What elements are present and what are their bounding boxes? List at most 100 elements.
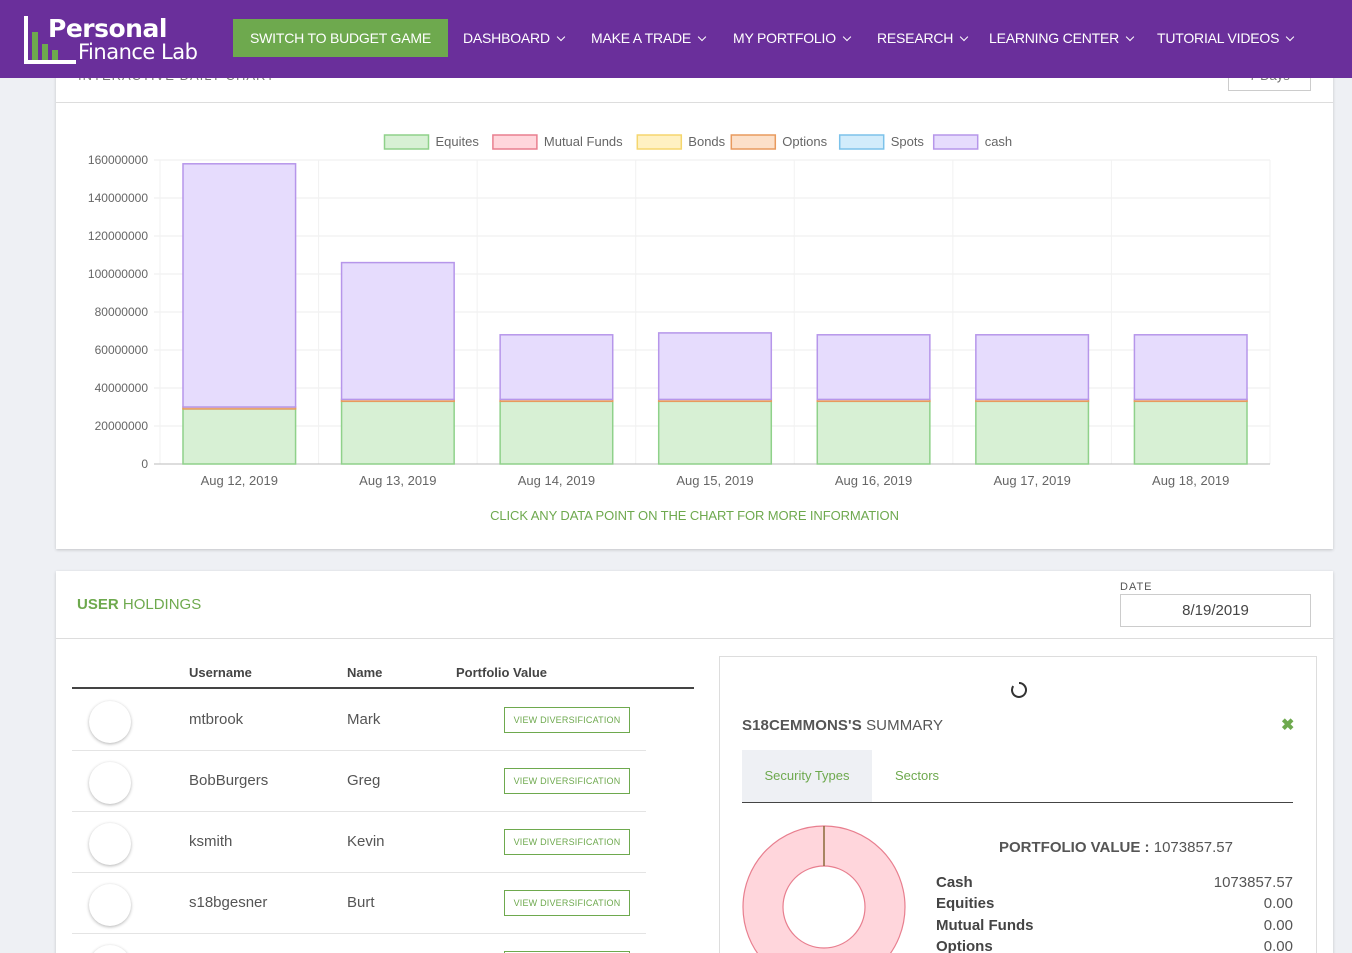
legend-label: Equites [436,134,480,149]
y-tick-label: 40000000 [95,381,149,395]
tab-security-types[interactable]: Security Types [742,750,872,802]
x-tick-label: Aug 13, 2019 [359,473,436,488]
breakdown-label: Cash [936,874,973,891]
y-tick-label: 140000000 [88,191,148,205]
legend-swatch [636,134,683,150]
logo-text-line1: Personal [48,14,167,43]
table-row: BobBurgers Greg VIEW DIVERSIFICATION [72,751,646,812]
breakdown-row: Cash 1073857.57 [936,874,1293,894]
nav-dashboard-label: DASHBOARD [463,30,550,46]
breakdown-row: Equities 0.00 [936,895,1293,915]
bar-cash [657,332,773,401]
name-cell: Mark [347,711,381,728]
donut-inner-edge [782,865,866,949]
avatar [89,701,131,743]
summary-tabs: Security Types Sectors [742,750,1293,803]
nav-tutorial-videos[interactable]: TUTORIAL VIDEOS [1157,19,1295,57]
x-tick-label: Aug 16, 2019 [835,473,912,488]
avatar [89,762,131,804]
avatar [89,823,131,865]
loading-spinner-icon [1011,682,1028,698]
user-holdings-title: USER HOLDINGS [77,596,201,613]
nav-my-portfolio-label: MY PORTFOLIO [733,30,836,46]
nav-research[interactable]: RESEARCH [877,19,969,57]
view-diversification-button[interactable]: VIEW DIVERSIFICATION [504,829,630,855]
chart-hint: CLICK ANY DATA POINT ON THE CHART FOR MO… [490,508,899,523]
x-tick-label: Aug 14, 2019 [518,473,595,488]
breakdown-label: Equities [936,895,995,912]
bar-equites [975,400,1090,465]
portfolio-value: PORTFOLIO VALUE : 1073857.57 [999,839,1233,856]
date-input[interactable] [1120,594,1311,627]
bar-cash [816,334,931,401]
portfolio-value-label: PORTFOLIO VALUE : [999,839,1150,856]
breakdown-label: Options [936,938,993,953]
security-types-donut-chart[interactable] [742,825,906,953]
avatar [89,884,131,926]
view-diversification-button[interactable] [504,951,630,953]
breakdown-value: 1073857.57 [1213,874,1293,891]
nav-tutorial-videos-label: TUTORIAL VIDEOS [1157,30,1280,46]
portfolio-stacked-bar-chart[interactable]: 0 20000000 40000000 60000000 80000000 1000000… [56,120,1333,500]
nav-my-portfolio[interactable]: MY PORTFOLIO [733,19,852,57]
breakdown-row: Options 0.00 [936,938,1293,953]
breakdown-value: 0.00 [1263,938,1293,953]
chevron-down-icon [842,32,852,42]
nav-research-label: RESEARCH [877,30,954,46]
switch-to-budget-game-button[interactable]: SWITCH TO BUDGET GAME [233,19,448,57]
nav-dashboard[interactable]: DASHBOARD [463,19,566,57]
breakdown-value: 0.00 [1263,917,1293,934]
name-cell: Burt [347,894,375,911]
username-cell: mtbrook [189,711,244,728]
date-label: DATE [1120,581,1153,593]
logo-bars-icon [24,16,76,64]
portfolio-value-amount: 1073857.57 [1149,839,1233,856]
bar-cash [340,261,455,401]
column-header-portfolio-value: Portfolio Value [456,665,548,680]
logo-text-line2: Finance Lab [78,40,198,64]
username-cell: BobBurgers [189,772,269,789]
avatar [89,945,131,953]
chevron-down-icon [1286,32,1295,42]
y-tick-label: 0 [141,457,148,471]
view-diversification-button[interactable]: VIEW DIVERSIFICATION [504,890,630,916]
nav-learning-center[interactable]: LEARNING CENTER [989,19,1135,57]
holdings-table-header: Username Name Portfolio Value [72,658,694,689]
view-diversification-button[interactable]: VIEW DIVERSIFICATION [504,707,630,733]
legend-label: Mutual Funds [544,134,623,149]
bar-equites [182,408,297,465]
user-holdings-card: USER HOLDINGS DATE Username Name Portfol… [56,571,1333,953]
column-header-name: Name [347,665,383,680]
username-cell: s18bgesner [189,894,268,911]
user-summary-panel: S18CEMMONS'S SUMMARY ✖ Security Types Se… [719,656,1317,953]
bar-equites [499,400,614,465]
title-rest: HOLDINGS [118,596,202,613]
table-row: ksmith Kevin VIEW DIVERSIFICATION [72,812,646,873]
close-icon[interactable]: ✖ [1281,717,1295,734]
daily-chart-card: INTERACTIVE DAILY CHART 7 Days 020000000… [56,60,1333,549]
top-navbar: Personal Finance Lab SWITCH TO BUDGET GA… [0,0,1352,78]
table-row [72,934,646,953]
y-tick-label: 120000000 [88,229,148,243]
bar-equites [1133,400,1248,465]
legend-swatch [730,134,777,150]
username-cell: ksmith [189,833,233,850]
title-bold: USER [77,596,119,613]
logo[interactable]: Personal Finance Lab [22,12,212,68]
summary-username: S18CEMMONS'S [742,717,862,734]
view-diversification-button[interactable]: VIEW DIVERSIFICATION [504,768,630,794]
bar-cash [1133,334,1248,401]
y-tick-label: 80000000 [95,305,149,319]
tab-sectors[interactable]: Sectors [894,768,940,783]
summary-title: S18CEMMONS'S SUMMARY [742,717,943,734]
bar-equites [816,400,931,465]
nav-make-a-trade[interactable]: MAKE A TRADE [591,19,707,57]
chevron-down-icon [556,32,566,42]
chevron-down-icon [959,32,969,42]
y-tick-label: 160000000 [88,153,148,167]
breakdown-row: Mutual Funds 0.00 [936,917,1293,937]
nav-make-a-trade-label: MAKE A TRADE [591,30,692,46]
legend-label: cash [985,134,1012,149]
divider [56,102,1333,103]
bar-equites [657,400,773,465]
